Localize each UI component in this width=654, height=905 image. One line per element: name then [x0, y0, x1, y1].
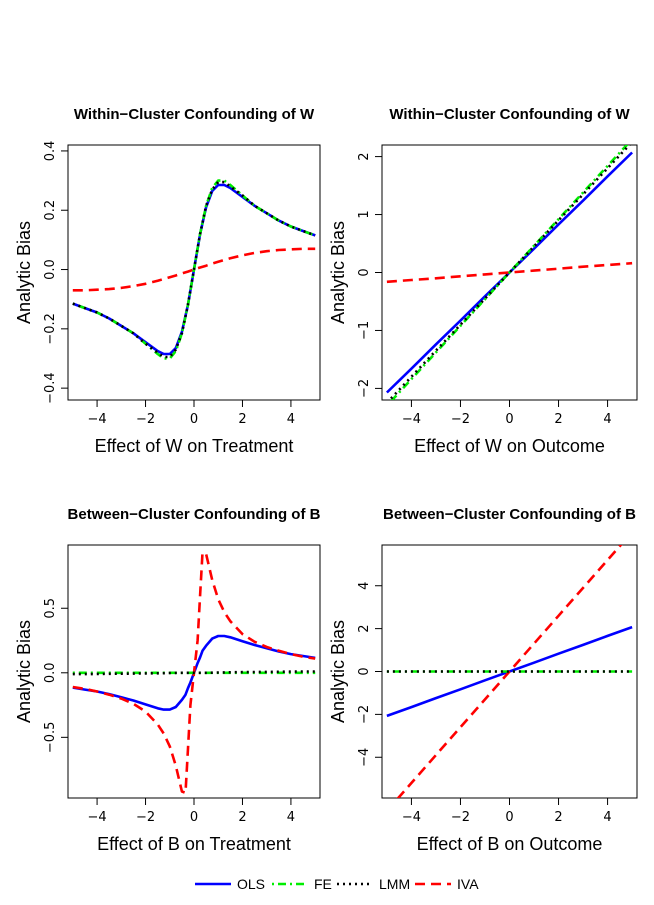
y-tick-label: −4 [357, 748, 372, 767]
x-tick-label: 4 [603, 412, 611, 427]
legend-label-lmm: LMM [379, 876, 410, 892]
x-tick-label: −4 [402, 810, 421, 825]
y-tick-label: 0 [357, 268, 372, 276]
y-axis-label: Analytic Bias [328, 221, 348, 324]
series-line-lmm [72, 670, 316, 676]
chart-panel-2: Within−Cluster Confounding of W −4 −2 0 2 4 −2… [328, 106, 638, 456]
chart-panel-3: Between−Cluster Confounding of B −4 −2 0 2 4 −… [14, 506, 321, 854]
series-line-iva [396, 545, 623, 798]
series-line-lmm [72, 180, 316, 359]
series-group [386, 545, 633, 798]
legend: OLS FE LMM IVA [195, 876, 479, 892]
x-tick-label: 4 [287, 412, 295, 427]
legend-label-ols: OLS [237, 876, 265, 892]
x-tick-label: −2 [136, 810, 155, 825]
x-tick-label: −2 [451, 810, 470, 825]
x-tick-label: 2 [238, 810, 246, 825]
x-tick-label: 4 [603, 810, 611, 825]
chart-title: Between−Cluster Confounding of B [68, 506, 321, 523]
y-tick-label: 0.4 [43, 141, 58, 162]
x-tick-label: 2 [554, 412, 562, 427]
chart-panel-1: Within−Cluster Confounding of W −4 −2 0 2 4 −0… [14, 106, 321, 456]
x-tick-label: −4 [87, 810, 106, 825]
chart-title: Within−Cluster Confounding of W [74, 106, 315, 123]
y-tick-label: −0.2 [43, 313, 58, 345]
x-tick-label: 2 [554, 810, 562, 825]
y-tick-label: 0.0 [43, 259, 58, 280]
series-group [72, 551, 316, 795]
x-tick-label: −4 [87, 412, 106, 427]
x-tick-label: −4 [402, 412, 421, 427]
series-line-iva [72, 247, 316, 292]
y-axis-label: Analytic Bias [14, 620, 34, 723]
y-tick-label: 2 [357, 152, 372, 160]
y-tick-label: −0.5 [43, 722, 58, 754]
y-tick-label: 0.0 [43, 662, 58, 683]
series-line-iva [386, 261, 633, 284]
y-tick-label: −2 [357, 705, 372, 724]
y-tick-label: −2 [357, 379, 372, 398]
x-tick-label: 0 [505, 810, 513, 825]
x-tick-label: 4 [287, 810, 295, 825]
x-tick-label: −2 [451, 412, 470, 427]
y-tick-label: 4 [357, 582, 372, 590]
series-group [72, 179, 316, 360]
y-tick-label: 1 [357, 210, 372, 218]
y-tick-label: 0.2 [43, 200, 58, 221]
series-line-fe [390, 145, 629, 400]
y-tick-label: 2 [357, 624, 372, 632]
y-tick-label: −0.4 [43, 372, 58, 404]
y-tick-label: −1 [357, 321, 372, 340]
legend-label-iva: IVA [457, 876, 479, 892]
chart-title: Between−Cluster Confounding of B [383, 506, 636, 523]
chart-panel-4: Between−Cluster Confounding of B −4 −2 0 2 4 −… [328, 506, 638, 854]
y-axis-label: Analytic Bias [328, 620, 348, 723]
y-axis-label: Analytic Bias [14, 221, 34, 324]
x-tick-label: 0 [190, 412, 198, 427]
x-tick-label: 0 [505, 412, 513, 427]
x-tick-label: −2 [136, 412, 155, 427]
y-tick-label: 0.5 [43, 598, 58, 619]
x-axis-label: Effect of W on Outcome [414, 436, 605, 456]
series-group [385, 145, 634, 400]
chart-title: Within−Cluster Confounding of W [389, 106, 630, 123]
x-axis-label: Effect of B on Treatment [97, 834, 291, 854]
y-tick-label: 0 [357, 667, 372, 675]
x-tick-label: 2 [238, 412, 246, 427]
x-axis-label: Effect of W on Treatment [95, 436, 294, 456]
legend-label-fe: FE [314, 876, 332, 892]
x-tick-label: 0 [190, 810, 198, 825]
x-axis-label: Effect of B on Outcome [417, 834, 603, 854]
